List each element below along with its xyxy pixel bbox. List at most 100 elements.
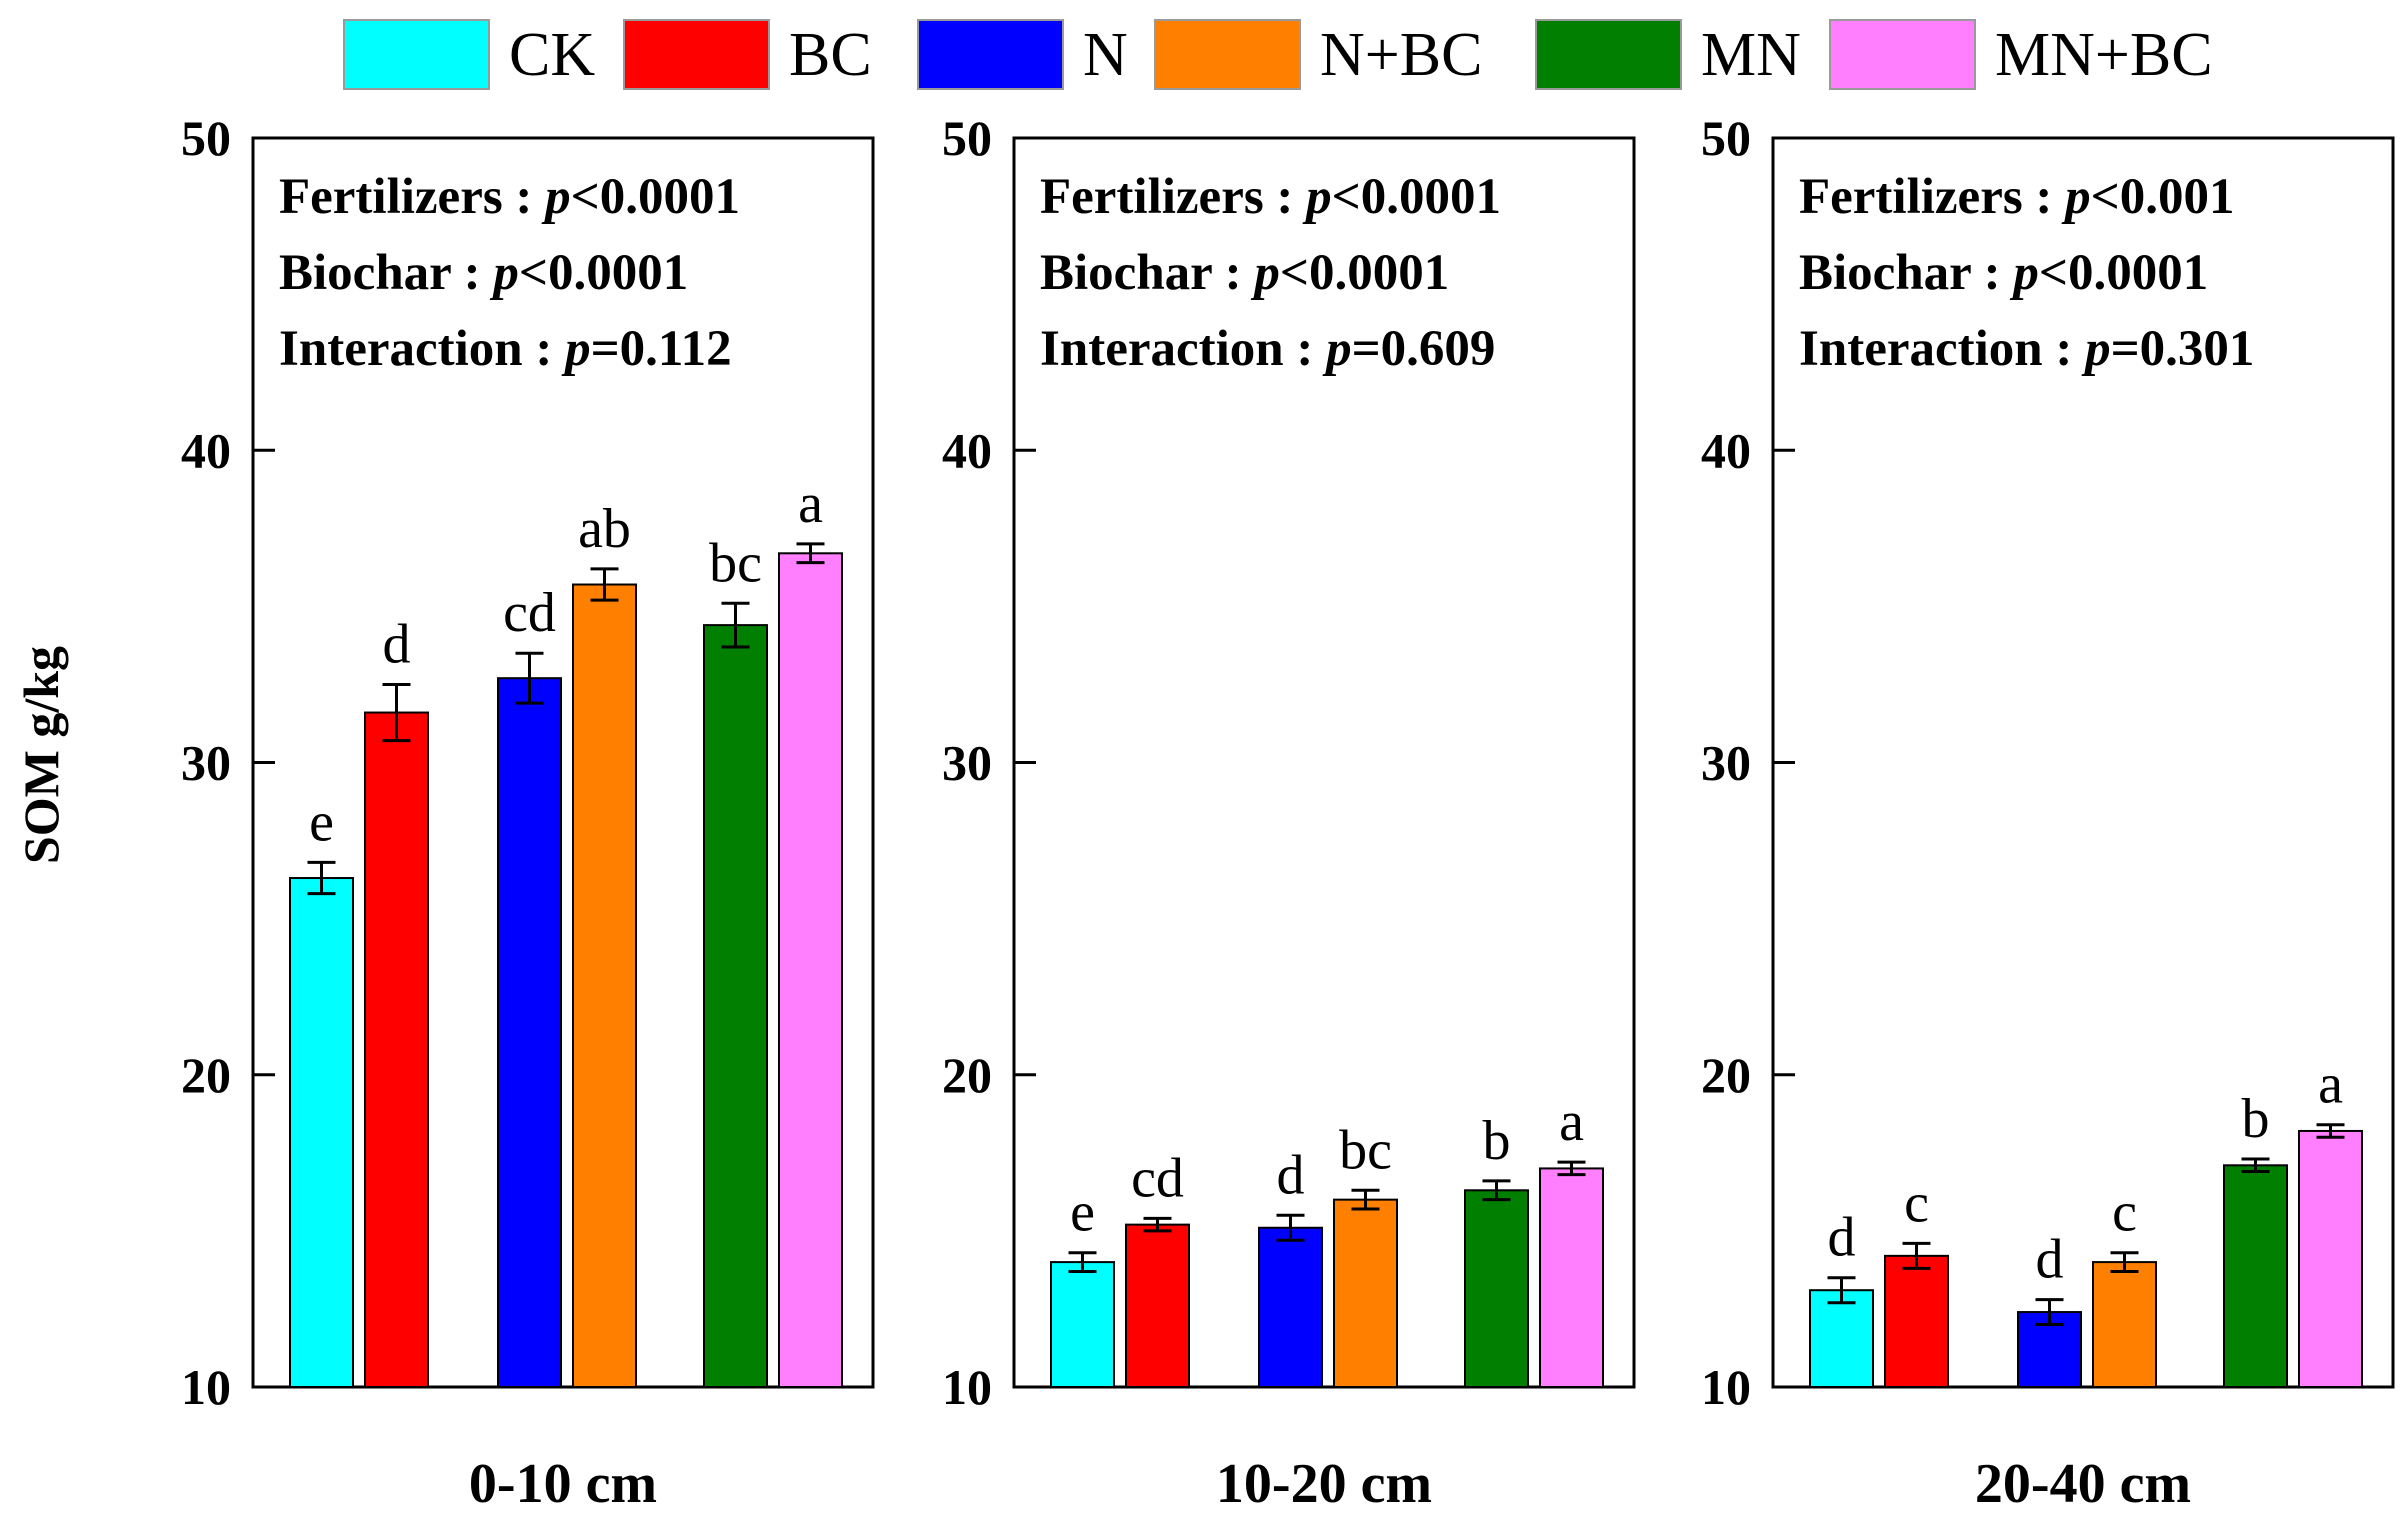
stat-line: Interaction : p=0.112 — [279, 321, 732, 377]
y-tick-label: 20 — [181, 1047, 231, 1103]
y-tick-label: 40 — [1701, 422, 1751, 478]
significance-letter: c — [1904, 1172, 1929, 1234]
legend: CK BC N N+BC MN MN+BC — [343, 19, 2213, 90]
legend-swatch-n-plus-bc — [1154, 19, 1301, 90]
significance-letter: ab — [578, 498, 631, 560]
stat-relation: = — [591, 321, 620, 377]
bar-mn-plus-bc — [778, 552, 843, 1388]
stat-line: Fertilizers : p<0.0001 — [1040, 169, 1501, 225]
bar-mn — [1464, 1189, 1529, 1388]
legend-swatch-ck — [343, 19, 490, 90]
stat-p: p — [1250, 245, 1280, 301]
stat-value: 0.0001 — [2068, 245, 2208, 301]
significance-letter: b — [1483, 1110, 1511, 1172]
significance-letter: a — [798, 473, 823, 535]
stat-label: Interaction : — [1799, 321, 2085, 377]
stat-line: Biochar : p<0.0001 — [1799, 245, 2208, 301]
legend-swatch-mn-plus-bc — [1829, 19, 1976, 90]
y-tick-label: 50 — [942, 110, 992, 166]
y-tick-label: 30 — [1701, 735, 1751, 791]
bar-mn — [2223, 1164, 2288, 1388]
stat-label: Biochar : — [1040, 245, 1254, 301]
stat-value: 0.301 — [2140, 321, 2255, 377]
bar-n — [1258, 1226, 1323, 1388]
y-tick-label: 20 — [942, 1047, 992, 1103]
legend-swatch-mn — [1535, 19, 1682, 90]
stat-p: p — [2081, 321, 2111, 377]
stat-label: Biochar : — [1799, 245, 2013, 301]
y-axis-label: SOM g/kg — [13, 646, 69, 864]
x-axis-label: 0-10 cm — [469, 1453, 657, 1515]
bar-n — [497, 677, 562, 1388]
bar-mn-plus-bc — [2298, 1129, 2363, 1388]
stat-line: Biochar : p<0.0001 — [279, 245, 688, 301]
significance-letter: cd — [1131, 1147, 1184, 1209]
y-tick-label: 10 — [942, 1359, 992, 1415]
stat-relation: < — [1332, 169, 1361, 225]
stat-p: p — [1322, 321, 1352, 377]
stat-value: 0.112 — [620, 321, 732, 377]
y-tick-label: 50 — [1701, 110, 1751, 166]
bar-mn-plus-bc — [1539, 1167, 1604, 1389]
y-tick-label: 10 — [181, 1359, 231, 1415]
legend-label: BC — [789, 21, 872, 89]
x-axis-label: 20-40 cm — [1975, 1453, 2191, 1515]
stat-value: 0.0001 — [1309, 245, 1449, 301]
legend-label: CK — [509, 21, 595, 89]
stat-p: p — [489, 245, 519, 301]
stat-label: Fertilizers : — [279, 169, 545, 225]
legend-swatch-n — [917, 19, 1064, 90]
bar-n-plus-bc — [1333, 1198, 1398, 1389]
stat-line: Fertilizers : p<0.001 — [1799, 169, 2234, 225]
stat-label: Fertilizers : — [1040, 169, 1306, 225]
legend-label: N+BC — [1320, 21, 1482, 89]
significance-letter: d — [2036, 1229, 2064, 1291]
legend-label: N — [1083, 21, 1128, 89]
y-tick-label: 30 — [942, 735, 992, 791]
bar-ck — [1809, 1289, 1874, 1389]
significance-letter: bc — [1339, 1119, 1392, 1181]
stat-p: p — [2009, 245, 2039, 301]
stat-line: Fertilizers : p<0.0001 — [279, 169, 740, 225]
bar-bc — [1884, 1254, 1949, 1388]
stat-relation: < — [571, 169, 600, 225]
bar-n-plus-bc — [572, 583, 637, 1388]
significance-letter: e — [1070, 1182, 1095, 1244]
significance-letter: a — [1559, 1091, 1584, 1153]
legend-swatch-bc — [623, 19, 770, 90]
stat-label: Fertilizers : — [1799, 169, 2065, 225]
stat-relation: < — [1280, 245, 1309, 301]
bar-ck — [289, 877, 354, 1388]
bar-ck — [1050, 1261, 1115, 1388]
stat-relation: = — [2111, 321, 2140, 377]
stat-value: 0.001 — [2120, 169, 2235, 225]
stat-value: 0.609 — [1381, 321, 1496, 377]
stat-relation: < — [519, 245, 548, 301]
x-axis-label: 10-20 cm — [1216, 1453, 1432, 1515]
y-tick-label: 40 — [181, 422, 231, 478]
stat-value: 0.0001 — [548, 245, 688, 301]
stat-relation: < — [2039, 245, 2068, 301]
y-tick-label: 20 — [1701, 1047, 1751, 1103]
bar-mn — [703, 624, 768, 1388]
significance-letter: bc — [709, 532, 762, 594]
legend-label: MN — [1701, 21, 1801, 89]
significance-letter: c — [2112, 1182, 2137, 1244]
stat-line: Biochar : p<0.0001 — [1040, 245, 1449, 301]
significance-letter: a — [2318, 1054, 2343, 1116]
y-tick-label: 50 — [181, 110, 231, 166]
significance-letter: d — [383, 613, 411, 675]
stat-value: 0.0001 — [1361, 169, 1501, 225]
stat-relation: = — [1352, 321, 1381, 377]
stat-label: Biochar : — [279, 245, 493, 301]
stat-line: Interaction : p=0.301 — [1799, 321, 2254, 377]
significance-letter: d — [1277, 1144, 1305, 1206]
significance-letter: cd — [503, 582, 556, 644]
bar-bc — [1125, 1223, 1190, 1388]
stat-p: p — [2061, 169, 2091, 225]
significance-letter: d — [1828, 1207, 1856, 1269]
